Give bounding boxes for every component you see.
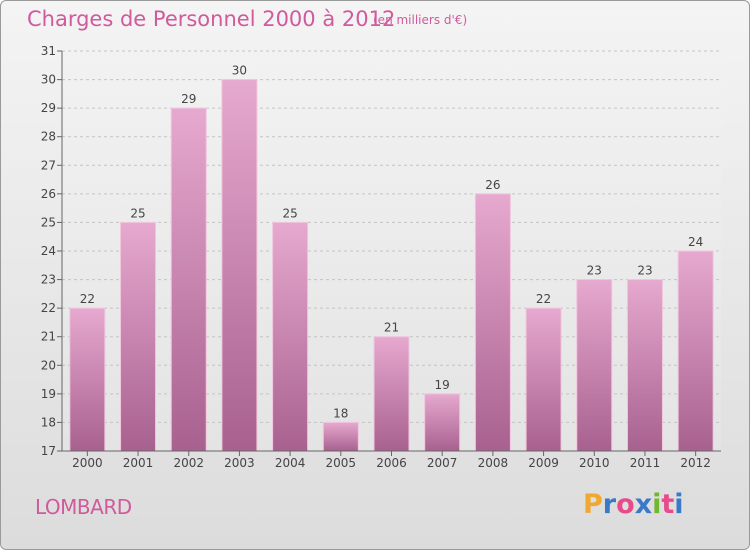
y-tick-label: 23	[41, 273, 56, 287]
y-tick-label: 31	[41, 44, 56, 58]
logo-letter: o	[616, 489, 635, 520]
y-tick-label: 25	[41, 215, 56, 229]
bar-2010[interactable]	[576, 279, 613, 452]
data-label: 23	[637, 264, 652, 278]
bar-2002[interactable]	[170, 107, 207, 452]
proxiti-logo[interactable]: Proxiti	[583, 489, 684, 520]
bar-2009[interactable]	[525, 307, 562, 452]
x-tick-label: 2004	[275, 456, 306, 470]
data-label: 18	[333, 406, 348, 420]
bar-2007[interactable]	[424, 393, 461, 452]
data-label: 24	[688, 235, 703, 249]
x-tick-label: 2005	[326, 456, 357, 470]
bar-2003[interactable]	[221, 79, 258, 452]
bar-2006[interactable]	[373, 336, 410, 452]
bar-2011[interactable]	[626, 279, 663, 452]
commune-name: LOMBARD	[35, 495, 132, 519]
data-label: 25	[282, 206, 297, 220]
x-tick-label: 2000	[72, 456, 103, 470]
chart-subtitle: (en milliers d'€)	[373, 13, 468, 27]
x-tick-label: 2011	[630, 456, 661, 470]
y-tick-label: 24	[41, 244, 56, 258]
x-tick-label: 2003	[224, 456, 255, 470]
y-tick-label: 30	[41, 73, 56, 87]
x-tick-label: 2008	[478, 456, 509, 470]
logo-letter: r	[602, 489, 617, 520]
data-label: 22	[80, 292, 95, 306]
bar-2000[interactable]	[69, 307, 106, 452]
y-tick-label: 28	[41, 130, 56, 144]
bar-2008[interactable]	[474, 193, 511, 452]
x-tick-label: 2002	[173, 456, 204, 470]
y-tick-label: 26	[41, 187, 56, 201]
data-label: 29	[181, 92, 196, 106]
data-label: 30	[232, 64, 247, 78]
data-label: 26	[485, 178, 500, 192]
chart-title: Charges de Personnel 2000 à 2012	[27, 7, 396, 31]
y-tick-label: 27	[41, 158, 56, 172]
y-tick-label: 19	[41, 387, 56, 401]
bar-2004[interactable]	[272, 221, 309, 452]
data-label: 25	[130, 206, 145, 220]
x-tick-label: 2009	[528, 456, 559, 470]
bar-2005[interactable]	[322, 421, 359, 452]
x-tick-label: 2010	[579, 456, 610, 470]
x-tick-label: 2006	[376, 456, 407, 470]
y-tick-label: 22	[41, 301, 56, 315]
logo-letter: P	[583, 489, 603, 520]
y-tick-label: 20	[41, 358, 56, 372]
logo-letter: x	[634, 489, 653, 520]
bar-2001[interactable]	[120, 221, 157, 452]
y-tick-label: 17	[41, 444, 56, 458]
x-tick-label: 2001	[123, 456, 154, 470]
bar-2012[interactable]	[677, 250, 714, 452]
x-tick-label: 2012	[680, 456, 711, 470]
logo-letter: i	[674, 489, 684, 520]
data-label: 21	[384, 321, 399, 335]
x-tick-label: 2007	[427, 456, 458, 470]
logo-letter: t	[661, 489, 675, 520]
data-label: 22	[536, 292, 551, 306]
y-tick-label: 21	[41, 330, 56, 344]
logo-letter: i	[652, 489, 662, 520]
y-tick-label: 18	[41, 415, 56, 429]
data-label: 23	[587, 264, 602, 278]
y-tick-label: 29	[41, 101, 56, 115]
data-label: 19	[435, 378, 450, 392]
